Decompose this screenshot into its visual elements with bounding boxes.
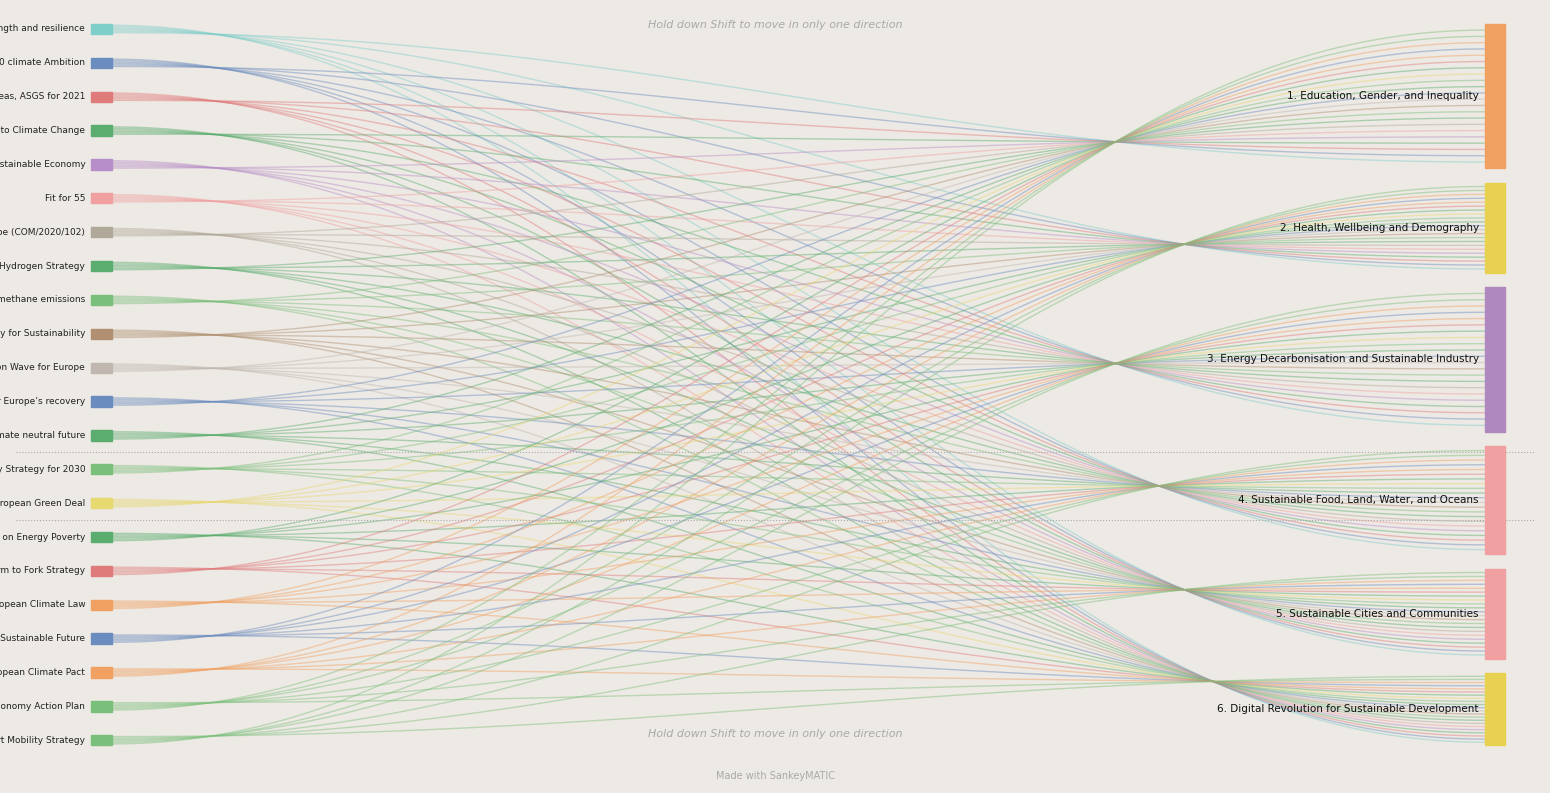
Bar [91, 498, 112, 508]
Text: EU Strategy to harness the potential of offshore renewable energy for a climate : EU Strategy to harness the potential of … [0, 431, 85, 440]
Text: EU Hydrogen Strategy: EU Hydrogen Strategy [0, 262, 85, 270]
Text: 5. Sustainable Cities and Communities: 5. Sustainable Cities and Communities [1276, 609, 1479, 619]
Bar [91, 396, 112, 407]
Bar [1485, 182, 1505, 273]
Bar [91, 261, 112, 271]
Bar [1485, 446, 1505, 554]
Text: Strategy for Financing the Transition to a Sustainable Economy: Strategy for Financing the Transition to… [0, 160, 85, 169]
Text: 6. Digital Revolution for Sustainable Development: 6. Digital Revolution for Sustainable De… [1217, 704, 1479, 714]
Text: A New Industrial Strategy for Europe (COM/2020/102): A New Industrial Strategy for Europe (CO… [0, 228, 85, 236]
Text: EU Strategy on Adaptation to Climate Change: EU Strategy on Adaptation to Climate Cha… [0, 126, 85, 135]
Text: The European economic and financial system: fostering openness, strength and res: The European economic and financial syst… [0, 25, 85, 33]
Text: 3. Energy Decarbonisation and Sustainable Industry: 3. Energy Decarbonisation and Sustainabl… [1206, 354, 1479, 365]
Bar [91, 735, 112, 745]
Text: 2. Health, Wellbeing and Demography: 2. Health, Wellbeing and Demography [1280, 223, 1479, 232]
Text: Fit for 55: Fit for 55 [45, 193, 85, 203]
Text: Hold down Shift to move in only one direction: Hold down Shift to move in only one dire… [648, 20, 902, 30]
Text: Directing finance towards the European Green Deal: Directing finance towards the European G… [0, 499, 85, 508]
Text: Farm to Fork Strategy: Farm to Fork Strategy [0, 566, 85, 576]
Bar [91, 193, 112, 204]
Bar [91, 565, 112, 576]
Bar [91, 362, 112, 373]
Text: EU Strategy to reduce methane emissions: EU Strategy to reduce methane emissions [0, 296, 85, 305]
Bar [1485, 287, 1505, 431]
Text: The EU’s Blue Economy for a Sustainable Future: The EU’s Blue Economy for a Sustainable … [0, 634, 85, 643]
Bar [91, 58, 112, 68]
Text: Smart Mobility Strategy: Smart Mobility Strategy [0, 736, 85, 745]
Bar [1485, 569, 1505, 659]
Text: Made with SankeyMATIC: Made with SankeyMATIC [716, 771, 834, 781]
Bar [91, 668, 112, 678]
Text: Updating the 2020 New Industrial Strategy: Building a stronger Single Market for: Updating the 2020 New Industrial Strateg… [0, 397, 85, 406]
Bar [91, 431, 112, 441]
Bar [91, 464, 112, 474]
Bar [91, 328, 112, 339]
Bar [91, 24, 112, 34]
Bar [91, 701, 112, 711]
Text: European Climate Law: European Climate Law [0, 600, 85, 609]
Text: 4. Sustainable Food, Land, Water, and Oceans: 4. Sustainable Food, Land, Water, and Oc… [1238, 495, 1479, 505]
Text: A Renovation Wave for Europe: A Renovation Wave for Europe [0, 363, 85, 372]
Text: 7 technology flagship Areas, ASGS for 2021: 7 technology flagship Areas, ASGS for 20… [0, 92, 85, 102]
Text: Stepping up Europe’s 2030 climate Ambition: Stepping up Europe’s 2030 climate Ambiti… [0, 59, 85, 67]
Bar [91, 159, 112, 170]
Text: EU Commission Recommendation on Energy Poverty: EU Commission Recommendation on Energy P… [0, 533, 85, 542]
Bar [91, 634, 112, 644]
Bar [1485, 673, 1505, 745]
Text: 1. Education, Gender, and Inequality: 1. Education, Gender, and Inequality [1286, 91, 1479, 101]
Bar [1485, 24, 1505, 168]
Bar [91, 125, 112, 136]
Bar [91, 600, 112, 610]
Bar [91, 295, 112, 305]
Bar [91, 532, 112, 542]
Bar [91, 227, 112, 237]
Text: European Climate Pact: European Climate Pact [0, 668, 85, 677]
Bar [91, 91, 112, 102]
Text: Hold down Shift to move in only one direction: Hold down Shift to move in only one dire… [648, 729, 902, 739]
Text: EU Biodiversity Strategy for 2030: EU Biodiversity Strategy for 2030 [0, 465, 85, 473]
Text: Circular Economy Action Plan: Circular Economy Action Plan [0, 702, 85, 711]
Text: Chemicals strategy for Sustainability: Chemicals strategy for Sustainability [0, 329, 85, 339]
